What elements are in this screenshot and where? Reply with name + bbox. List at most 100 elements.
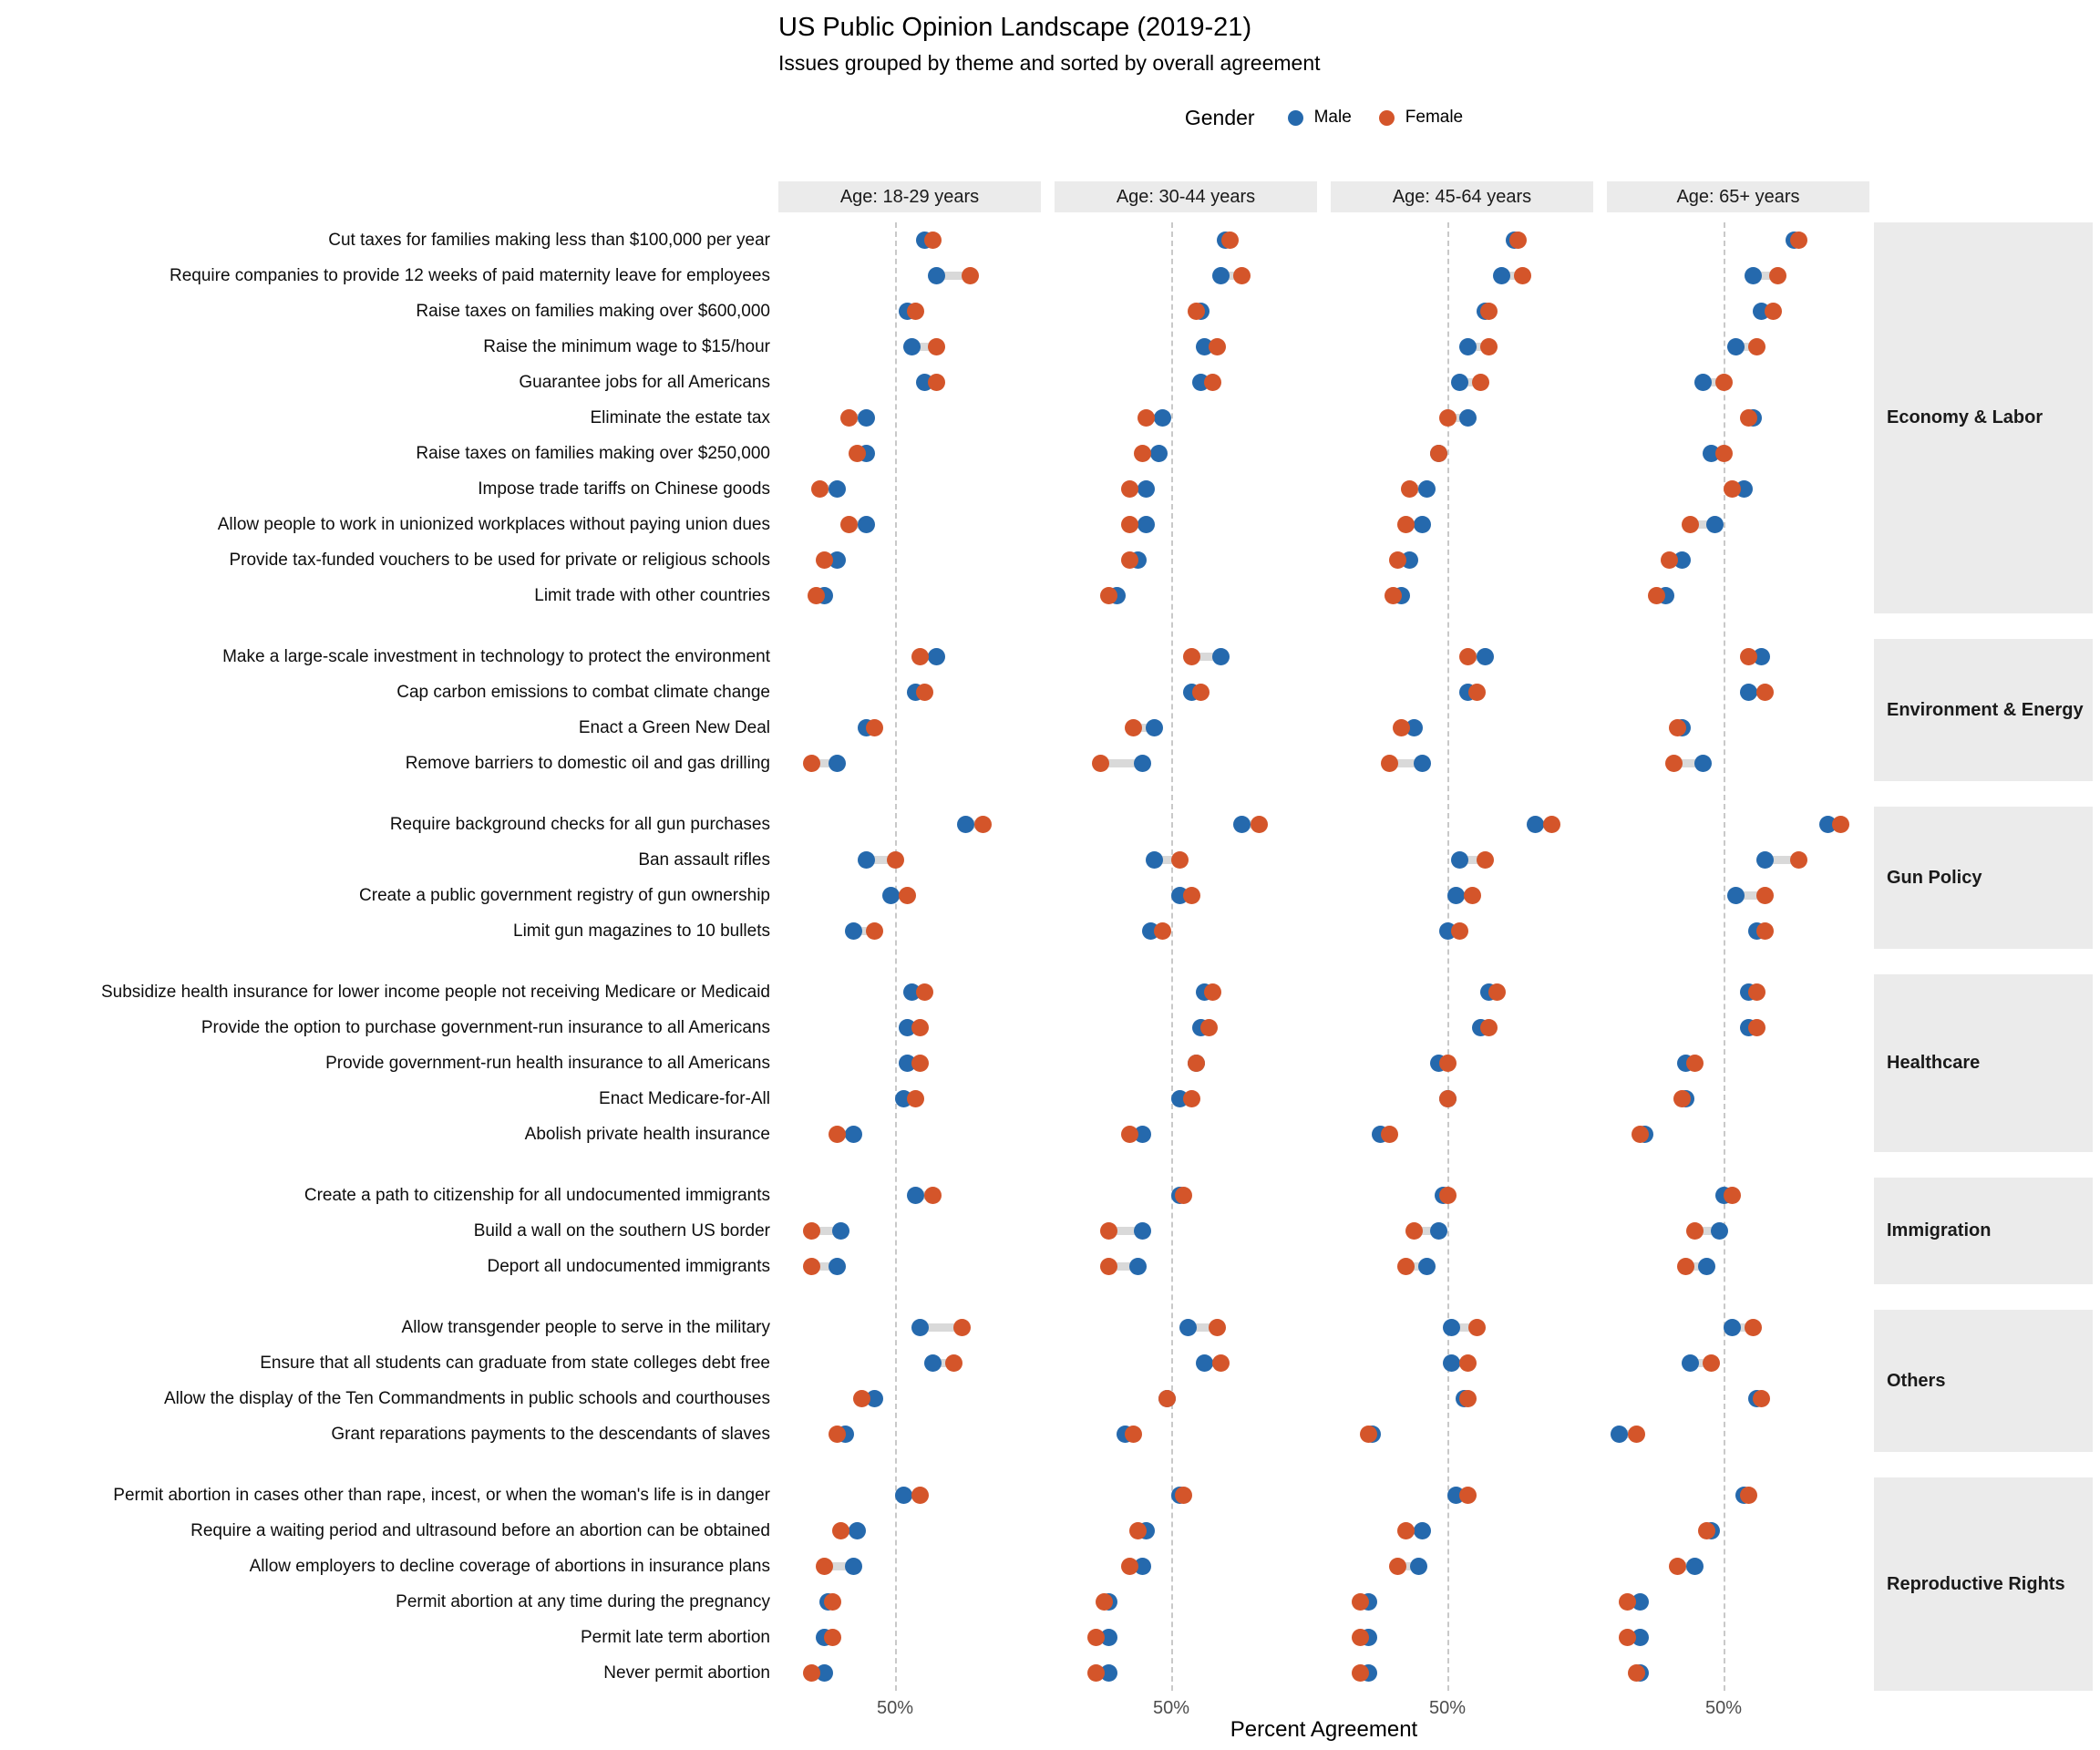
dot-female: [1208, 1319, 1226, 1336]
row-label: Cap carbon emissions to combat climate c…: [396, 682, 770, 702]
dot-male: [857, 851, 875, 869]
dot-female: [1459, 1487, 1477, 1504]
dot-female: [1233, 267, 1251, 284]
connector: [1753, 272, 1778, 280]
row-label: Raise taxes on families making over $250…: [416, 443, 770, 463]
dot-female: [1619, 1629, 1637, 1646]
row-label: Limit gun magazines to 10 bullets: [513, 921, 770, 941]
row-label: Impose trade tariffs on Chinese goods: [478, 479, 770, 499]
female-dot-icon: [1378, 109, 1395, 126]
dot-female: [1739, 1487, 1757, 1504]
dot-female: [1451, 922, 1469, 940]
dot-male: [1128, 1258, 1147, 1275]
dot-female: [1120, 516, 1138, 533]
row-label: Provide tax-funded vouchers to be used f…: [229, 550, 770, 570]
theme-strip: Healthcare: [1874, 974, 2093, 1152]
dot-female: [1099, 587, 1117, 604]
dot-male: [1409, 1558, 1427, 1575]
row-label: Guarantee jobs for all Americans: [519, 372, 770, 392]
facet-header: Age: 18-29 years: [778, 181, 1041, 212]
dot-female: [1664, 755, 1683, 772]
dot-female: [1388, 1558, 1406, 1575]
connector: [811, 1227, 841, 1235]
dot-female: [1463, 887, 1481, 904]
dot-male: [923, 1354, 942, 1372]
dot-male: [1196, 1354, 1214, 1372]
dot-female: [907, 1090, 925, 1107]
dot-female: [1430, 445, 1448, 462]
dot-female: [911, 1487, 929, 1504]
facet-header: Age: 65+ years: [1607, 181, 1869, 212]
legend-label-female: Female: [1405, 108, 1464, 127]
dot-female: [911, 648, 929, 665]
dot-male: [1756, 851, 1775, 869]
dot-female: [823, 1629, 841, 1646]
legend: Gender Male Female: [778, 102, 1869, 133]
theme-strip: Reproductive Rights: [1874, 1477, 2093, 1691]
row-label: Allow transgender people to serve in the…: [401, 1317, 770, 1337]
theme-strip: Immigration: [1874, 1178, 2093, 1284]
dot-female: [1739, 409, 1757, 427]
row-label: Ban assault rifles: [638, 849, 770, 870]
dot-female: [815, 1558, 833, 1575]
connector: [1501, 272, 1523, 280]
dot-female: [1438, 409, 1457, 427]
dot-female: [1669, 1558, 1687, 1575]
row-label: Permit abortion in cases other than rape…: [113, 1485, 770, 1505]
dot-male: [1632, 1629, 1650, 1646]
dot-female: [1748, 338, 1766, 355]
dot-female: [1091, 755, 1109, 772]
dot-male: [1146, 851, 1164, 869]
dot-female: [828, 1126, 846, 1143]
dot-female: [1488, 983, 1507, 1001]
dot-female: [1183, 1090, 1201, 1107]
facet-header: Age: 30-44 years: [1055, 181, 1317, 212]
dot-male: [1149, 445, 1168, 462]
dot-female: [1396, 1522, 1415, 1539]
dot-female: [1187, 1055, 1205, 1072]
dot-female: [1385, 587, 1403, 604]
connector: [1389, 759, 1423, 767]
dot-female: [1170, 851, 1189, 869]
connector: [1735, 343, 1757, 351]
row-label: Require background checks for all gun pu…: [389, 814, 770, 834]
dot-female: [1476, 851, 1494, 869]
connector: [936, 272, 971, 280]
dot-female: [1380, 1126, 1398, 1143]
row-label: Provide the option to purchase governmen…: [201, 1017, 770, 1037]
dot-female: [911, 1019, 929, 1036]
dot-male: [1693, 374, 1712, 391]
dot-male: [1133, 1126, 1151, 1143]
dot-female: [1351, 1593, 1369, 1611]
row-label: Cut taxes for families making less than …: [328, 230, 770, 250]
row-label: Limit trade with other countries: [534, 585, 770, 605]
dot-female: [1175, 1187, 1193, 1204]
connector: [811, 759, 837, 767]
connector: [1191, 653, 1221, 661]
connector: [853, 927, 875, 935]
dot-female: [1513, 267, 1531, 284]
dot-male: [1727, 887, 1745, 904]
dot-female: [1789, 851, 1807, 869]
dot-female: [803, 755, 821, 772]
dot-female: [1183, 648, 1201, 665]
dot-female: [952, 1319, 971, 1336]
dot-male: [1133, 1558, 1151, 1575]
dot-male: [1451, 851, 1469, 869]
dot-male: [1752, 648, 1770, 665]
dot-female: [1480, 303, 1498, 320]
theme-strip: Others: [1874, 1310, 2093, 1452]
dot-male: [1723, 1319, 1741, 1336]
connector: [1188, 1323, 1218, 1332]
dot-female: [915, 684, 933, 701]
row-label: Require companies to provide 12 weeks of…: [169, 265, 770, 285]
dot-female: [1220, 232, 1239, 249]
dot-female: [1627, 1426, 1645, 1443]
dot-female: [1632, 1126, 1650, 1143]
dot-female: [915, 983, 933, 1001]
dot-female: [840, 516, 859, 533]
row-label: Make a large-scale investment in technol…: [222, 646, 770, 666]
dot-female: [1351, 1629, 1369, 1646]
dot-female: [1756, 887, 1775, 904]
connector: [1414, 1227, 1439, 1235]
